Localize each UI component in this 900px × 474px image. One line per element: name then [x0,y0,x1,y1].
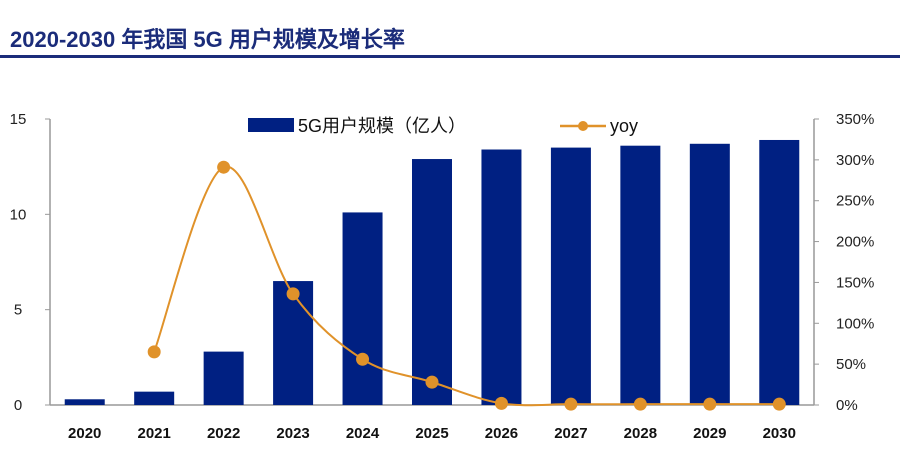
bar-2020 [64,399,105,405]
right-tick-label: 250% [836,193,874,210]
yoy-point-2030 [772,397,786,411]
x-tick-label: 2029 [693,425,726,442]
bar-2030 [759,139,800,405]
yoy-point-2026 [494,396,508,410]
x-tick-label: 2027 [554,425,587,442]
x-tick-label: 2028 [624,425,657,442]
bar-2021 [134,391,175,405]
legend-bar-label: 5G用户规模（亿人） [298,116,466,136]
yoy-point-2024 [356,352,370,366]
left-tick-label: 0 [14,397,22,414]
yoy-point-2022 [217,160,231,174]
legend-line-label: yoy [610,116,638,136]
bar-2023 [273,281,314,405]
right-tick-label: 300% [836,152,874,169]
yoy-point-2025 [425,375,439,389]
x-tick-label: 2023 [276,425,309,442]
legend-bar-swatch [248,118,294,132]
bar-2025 [412,159,452,405]
bar-2024 [342,212,383,405]
title-rule [0,55,900,58]
x-tick-label: 2021 [137,425,170,442]
x-tick-label: 2022 [207,425,240,442]
x-tick-label: 2025 [415,425,448,442]
bar-2026 [481,149,522,405]
right-tick-label: 50% [836,356,866,373]
legend-line-marker [578,121,588,131]
yoy-point-2028 [633,397,647,411]
right-tick-label: 200% [836,234,874,251]
x-tick-label: 2024 [346,425,380,442]
bar-2027 [550,147,591,405]
yoy-point-2021 [147,345,161,359]
bar-2022 [203,351,244,405]
right-tick-label: 350% [836,111,874,128]
x-tick-label: 2026 [485,425,518,442]
x-tick-label: 2020 [68,425,101,442]
x-tick-label: 2030 [763,425,796,442]
bar-2029 [689,143,730,405]
left-tick-label: 10 [10,206,27,223]
yoy-point-2027 [564,397,578,411]
right-tick-label: 0% [836,397,858,414]
right-tick-label: 100% [836,315,874,332]
left-tick-label: 5 [14,302,22,319]
left-tick-label: 15 [10,111,27,128]
bar-2028 [620,145,661,405]
right-tick-label: 150% [836,274,874,291]
yoy-point-2029 [703,397,717,411]
yoy-point-2023 [286,287,300,301]
page-title: 2020-2030 年我国 5G 用户规模及增长率 [10,27,405,52]
yoy-line [153,165,780,407]
